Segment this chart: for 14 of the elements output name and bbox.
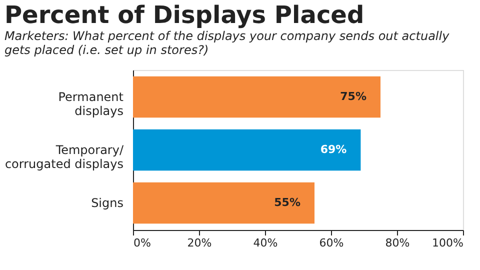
chart-title: Percent of Displays Placed <box>4 1 364 29</box>
x-tick-label: 0% <box>134 236 151 250</box>
data-label: 69% <box>320 143 347 156</box>
data-label: 55% <box>274 196 300 209</box>
y-tick-label: Temporary/ corrugated displays <box>4 143 124 171</box>
x-tick-label: 100% <box>432 236 464 250</box>
x-tick-label: 80% <box>385 236 410 250</box>
y-tick-label: Permanent displays <box>58 90 124 118</box>
x-tick-label: 20% <box>187 236 212 250</box>
y-tick-label: Signs <box>91 196 124 210</box>
x-tick-label: 40% <box>253 236 278 250</box>
data-label: 75% <box>340 90 366 104</box>
x-tick-label: 60% <box>319 236 344 250</box>
chart-subtitle: Marketers: What percent of the displays your company sends out actually gets placed (i.e. set up in stores?) <box>4 29 450 57</box>
